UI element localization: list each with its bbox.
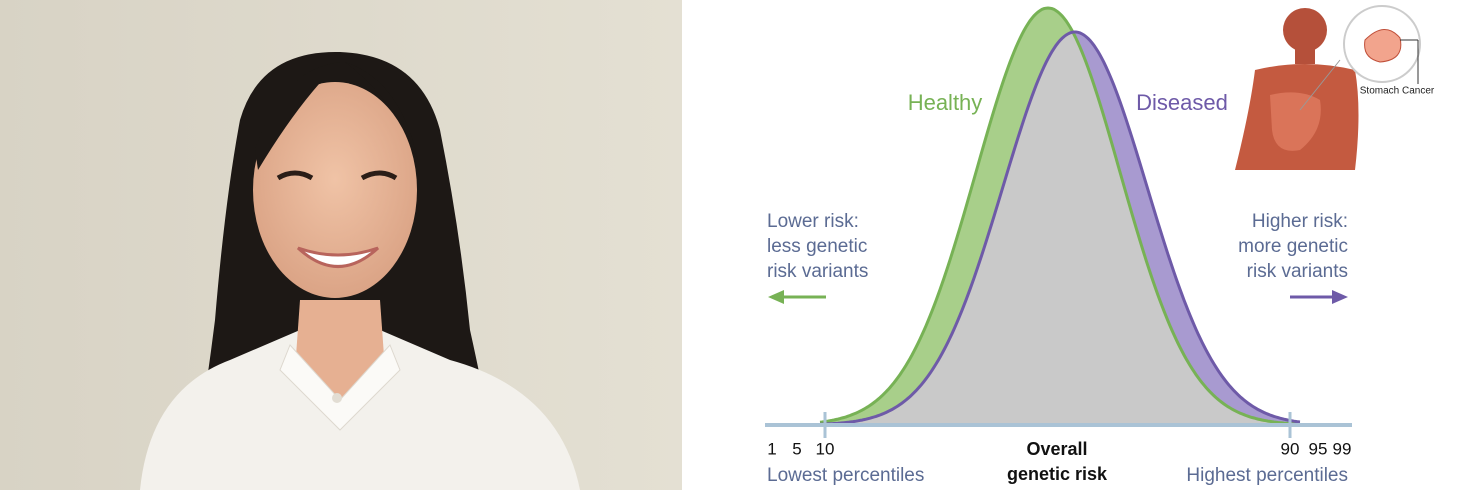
higher-risk-arrow bbox=[1290, 290, 1348, 304]
tick-label: 95 bbox=[1309, 439, 1328, 458]
smile bbox=[296, 246, 380, 268]
inset-label: Stomach Cancer bbox=[1360, 86, 1435, 97]
button bbox=[332, 393, 342, 403]
tick-label: 5 bbox=[792, 439, 801, 458]
tick-label: 1 bbox=[767, 439, 776, 458]
body-inset bbox=[1235, 5, 1421, 170]
tick-label: 10 bbox=[816, 439, 835, 458]
healthy-curve bbox=[819, 6, 1301, 426]
fringe bbox=[255, 62, 340, 170]
axis-title: Overall bbox=[1026, 439, 1087, 459]
left-note: less genetic bbox=[767, 236, 867, 257]
axis-left-label: Lowest percentiles bbox=[767, 465, 924, 486]
left-note: Lower risk: bbox=[767, 211, 859, 232]
left-note: risk variants bbox=[767, 261, 868, 282]
right-note: more genetic bbox=[1238, 236, 1348, 257]
lower-risk-arrow bbox=[768, 290, 826, 304]
eye bbox=[360, 170, 398, 181]
right-note: risk variants bbox=[1247, 261, 1348, 282]
overlap-area bbox=[820, 32, 1300, 426]
tick-label: 99 bbox=[1333, 439, 1352, 458]
face bbox=[253, 82, 417, 298]
axis-right-label: Highest percentiles bbox=[1186, 465, 1348, 486]
portrait-photo bbox=[0, 0, 682, 490]
healthy-label: Healthy bbox=[908, 90, 983, 115]
eye bbox=[276, 170, 314, 181]
diseased-label: Diseased bbox=[1136, 90, 1228, 115]
tick-label: 90 bbox=[1281, 439, 1300, 458]
diseased-curve bbox=[819, 30, 1301, 426]
axis-title: genetic risk bbox=[1007, 464, 1108, 484]
right-note: Higher risk: bbox=[1252, 211, 1348, 232]
distributions bbox=[819, 6, 1301, 426]
